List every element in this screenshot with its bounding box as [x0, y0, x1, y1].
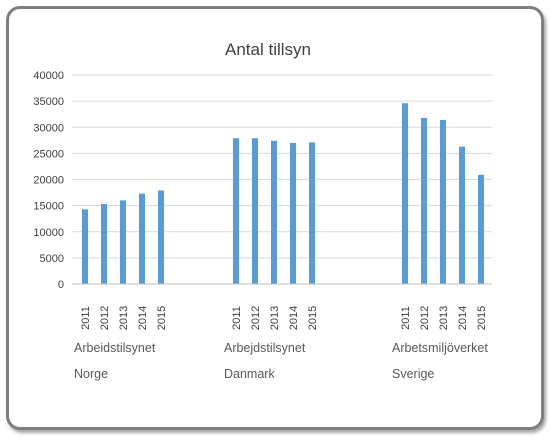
group-label-country: Sverige — [392, 367, 434, 381]
group-label-agency: Arbetsmiljöverket — [392, 341, 488, 355]
x-tick-label: 2012 — [99, 306, 111, 330]
x-tick-label: 2011 — [231, 306, 243, 330]
x-tick-label: 2015 — [476, 306, 488, 330]
x-tick-label: 2011 — [80, 306, 92, 330]
x-tick-label: 2013 — [438, 306, 450, 330]
y-tick-label: 25000 — [33, 148, 64, 160]
y-tick-label: 20000 — [33, 175, 64, 187]
group-labels: Arbeidstilsynet Norge Arbejdstilsynet Danma… — [74, 341, 488, 381]
x-tick-label: 2013 — [269, 306, 281, 330]
x-tick-label: 2012 — [250, 306, 262, 330]
y-tick-label: 0 — [58, 279, 64, 291]
bar — [158, 190, 164, 284]
bar — [139, 193, 145, 284]
x-tick-label: 2014 — [137, 306, 149, 330]
bar — [421, 117, 427, 284]
group-label-agency: Arbejdstilsynet — [224, 341, 306, 355]
x-tick-label: 2015 — [156, 306, 168, 330]
x-tick-label: 2011 — [400, 306, 412, 330]
group-label-country: Danmark — [224, 367, 275, 381]
bar — [120, 200, 126, 284]
bar — [290, 142, 296, 284]
y-axis: 0 5000 10000 15000 20000 25000 30000 35000 40000 — [33, 70, 64, 291]
y-tick-label: 35000 — [33, 96, 64, 108]
x-tick-label: 2013 — [118, 306, 130, 330]
x-axis: 2011 2012 2013 2014 2015 2011 2012 2013 2014 2015… — [72, 283, 492, 330]
bar — [82, 209, 88, 284]
bar — [101, 204, 107, 284]
chart-title: Antal tillsyn — [225, 40, 311, 59]
bar — [440, 119, 446, 284]
bar — [459, 146, 465, 284]
y-tick-label: 5000 — [40, 253, 64, 265]
x-tick-label: 2012 — [419, 306, 431, 330]
gridlines — [72, 74, 492, 259]
bar — [478, 174, 484, 284]
group-label-agency: Arbeidstilsynet — [74, 341, 156, 355]
y-tick-label: 40000 — [33, 70, 64, 82]
bar — [271, 140, 277, 284]
group-label-country: Norge — [74, 367, 108, 381]
x-tick-label: 2015 — [307, 306, 319, 330]
x-tick-label: 2014 — [288, 306, 300, 330]
bar — [402, 103, 408, 284]
y-tick-label: 30000 — [33, 122, 64, 134]
bars — [82, 103, 484, 284]
bar — [233, 138, 239, 284]
x-tick-label: 2014 — [457, 306, 469, 330]
y-tick-label: 15000 — [33, 201, 64, 213]
y-tick-label: 10000 — [33, 227, 64, 239]
bar — [309, 142, 315, 284]
bar — [252, 138, 258, 284]
